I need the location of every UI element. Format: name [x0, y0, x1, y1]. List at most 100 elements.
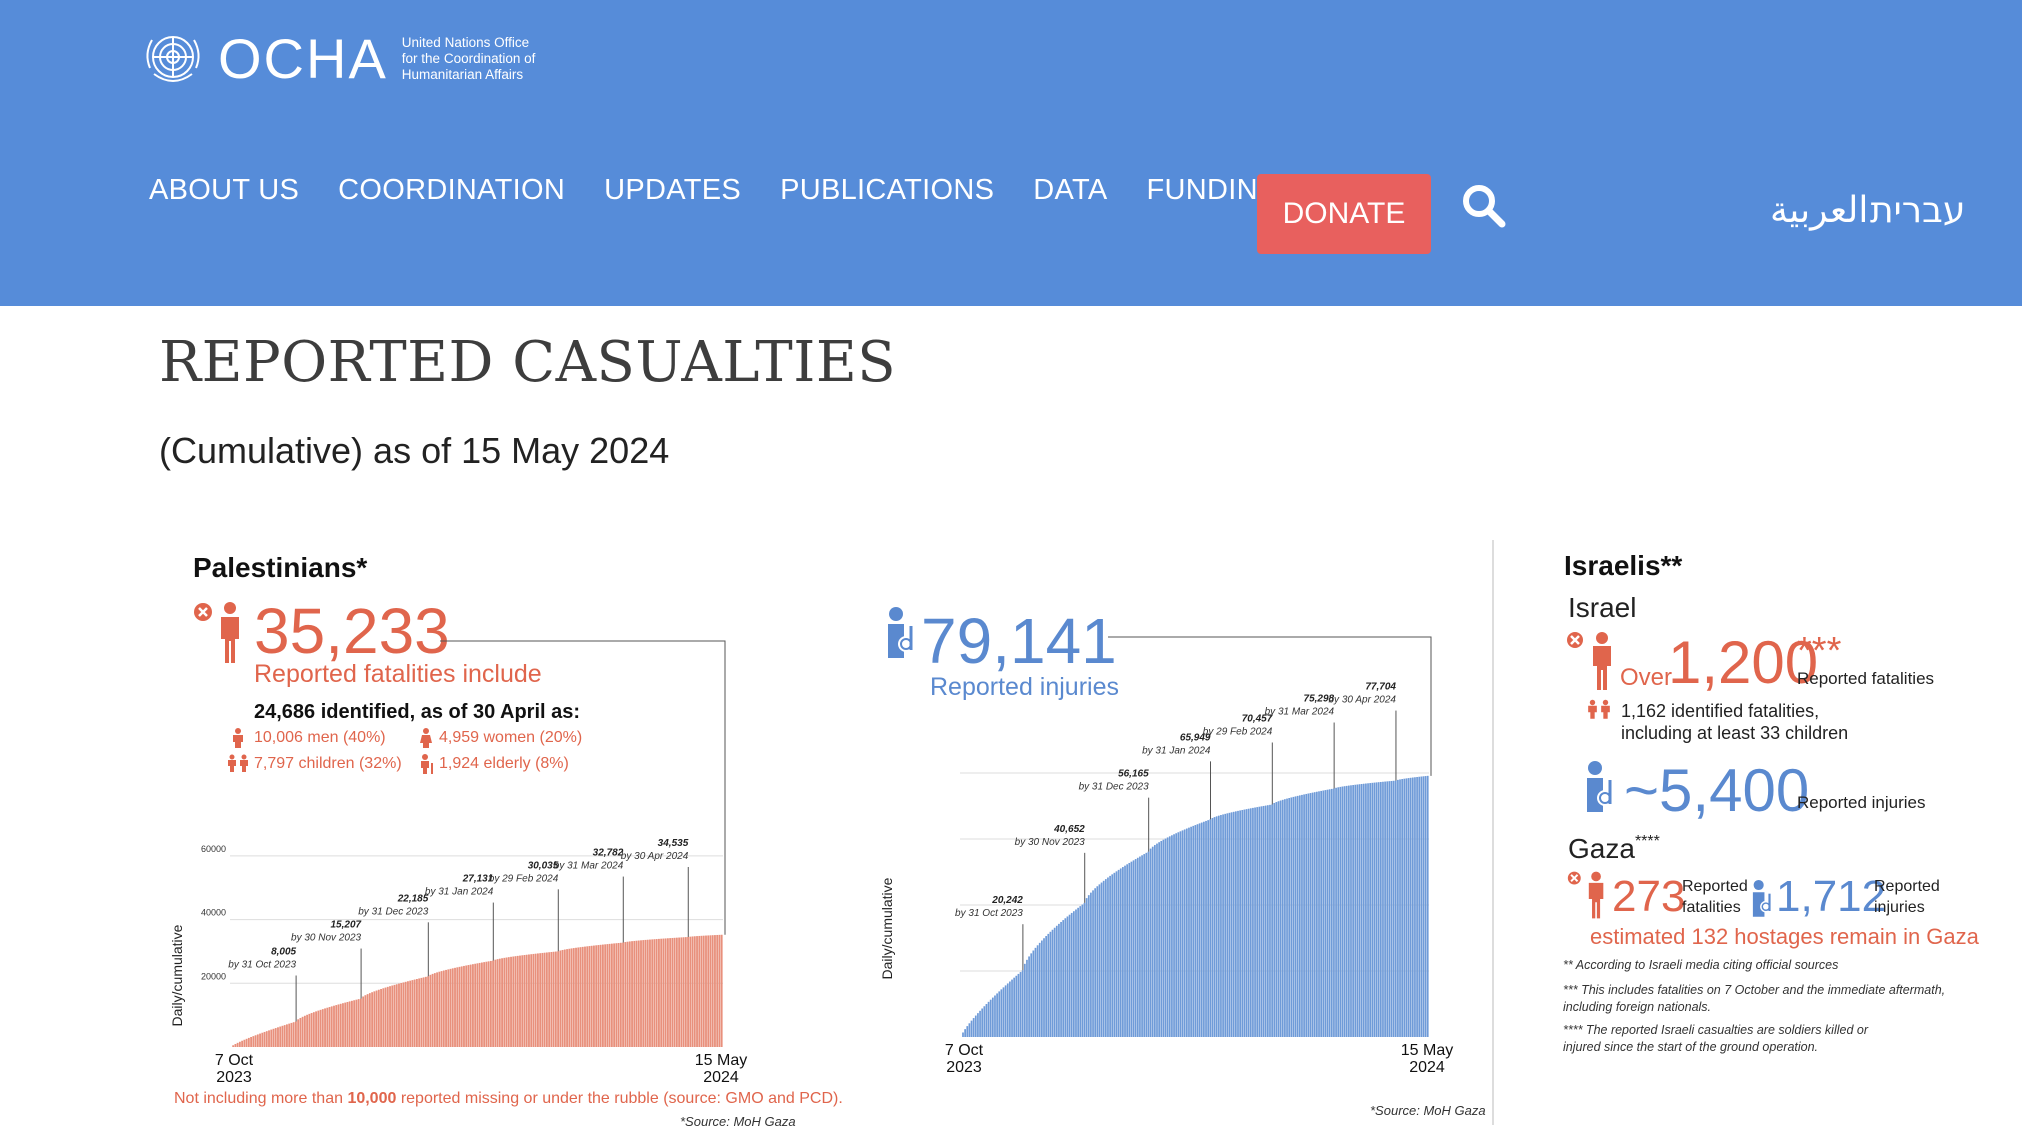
- lang-hebrew-link[interactable]: עברית: [1870, 190, 1966, 231]
- bar: [516, 955, 519, 1047]
- bar: [1145, 852, 1148, 1037]
- ocha-logo[interactable]: OCHA United Nations Office for the Coord…: [138, 26, 535, 91]
- bar: [1360, 783, 1363, 1037]
- bar: [1153, 845, 1156, 1037]
- bar: [693, 936, 696, 1047]
- bar: [1196, 824, 1199, 1037]
- bar: [433, 973, 436, 1047]
- bar: [373, 991, 376, 1047]
- bar: [1220, 815, 1222, 1037]
- bar: [1181, 830, 1184, 1037]
- bar: [720, 934, 723, 1047]
- bar: [624, 942, 627, 1047]
- bar: [487, 961, 490, 1047]
- bar: [1098, 884, 1101, 1037]
- bar: [265, 1031, 268, 1047]
- bar: [1350, 785, 1352, 1037]
- bar: [254, 1035, 257, 1047]
- bar: [256, 1034, 259, 1047]
- x-start-year: 2023: [946, 1059, 982, 1076]
- bar: [243, 1039, 246, 1047]
- bar: [1013, 977, 1016, 1037]
- bar: [1239, 810, 1241, 1037]
- bar: [1241, 809, 1244, 1037]
- bar: [402, 982, 405, 1047]
- bar: [449, 968, 452, 1047]
- nav-data[interactable]: DATA: [1033, 174, 1108, 206]
- bar: [1228, 812, 1231, 1037]
- bar: [1339, 786, 1342, 1037]
- bar: [1424, 776, 1427, 1037]
- nav-about-us[interactable]: ABOUT US: [149, 174, 300, 206]
- logo-wordmark: OCHA: [218, 27, 388, 90]
- bar: [559, 950, 562, 1047]
- bar: [1055, 925, 1058, 1037]
- bar: [451, 968, 454, 1047]
- bar: [503, 957, 506, 1047]
- bar: [386, 986, 389, 1047]
- bar: [1090, 892, 1092, 1037]
- annotation-date: by 31 Dec 2023: [1079, 782, 1149, 793]
- bar: [494, 959, 497, 1047]
- bar: [263, 1031, 266, 1047]
- annotation-date: by 31 Dec 2023: [358, 906, 428, 917]
- bar: [532, 953, 535, 1047]
- bar: [1254, 807, 1256, 1037]
- bar: [1070, 912, 1073, 1037]
- gaza-subheading: Gaza****: [1568, 833, 1660, 865]
- bar: [346, 1001, 349, 1047]
- bar: [718, 934, 721, 1047]
- bar: [548, 952, 551, 1047]
- bar: [333, 1005, 335, 1047]
- bar: [1045, 936, 1048, 1037]
- bar: [315, 1011, 317, 1047]
- bar: [1023, 963, 1026, 1037]
- bar: [1006, 983, 1009, 1037]
- injuries-source: *Source: MoH Gaza: [1370, 1103, 1486, 1118]
- bar: [633, 940, 636, 1047]
- bar: [1252, 807, 1254, 1037]
- bar: [1183, 829, 1186, 1037]
- nav-coordination[interactable]: COORDINATION: [338, 174, 566, 206]
- bar: [512, 956, 515, 1047]
- lang-arabic-link[interactable]: العربية: [1770, 190, 1869, 231]
- bar: [608, 943, 611, 1047]
- bar: [286, 1024, 288, 1047]
- bar: [628, 941, 631, 1047]
- gaza-label: Gaza: [1568, 833, 1635, 864]
- bar: [525, 954, 528, 1047]
- bar: [1087, 895, 1090, 1037]
- bar: [707, 935, 710, 1047]
- bar: [368, 993, 371, 1047]
- bar: [561, 949, 564, 1047]
- bar: [966, 1026, 969, 1037]
- bar: [1068, 914, 1071, 1037]
- bar: [1418, 776, 1421, 1037]
- bar: [1141, 855, 1143, 1037]
- bar: [1139, 856, 1141, 1037]
- nav-updates[interactable]: UPDATES: [604, 174, 742, 206]
- bar: [1288, 798, 1291, 1037]
- bar: [1392, 780, 1395, 1037]
- men-count: 10,006 men (40%): [254, 729, 386, 746]
- bar: [1377, 782, 1380, 1037]
- bar: [1015, 975, 1018, 1037]
- bar: [1333, 788, 1335, 1037]
- injuries-chart: 20,242 by 31 Oct 2023 40,652 by 30 Nov 2023…: [879, 636, 1453, 1076]
- bar: [651, 939, 654, 1047]
- bar: [1230, 812, 1233, 1037]
- bar: [658, 938, 660, 1047]
- bar: [1375, 782, 1378, 1037]
- bar: [962, 1032, 964, 1037]
- bar: [691, 936, 694, 1047]
- donate-button[interactable]: DONATE: [1257, 174, 1431, 254]
- search-icon[interactable]: [1460, 182, 1506, 228]
- bar: [288, 1023, 291, 1047]
- page-subtitle: (Cumulative) as of 15 May 2024: [159, 430, 670, 471]
- bar: [398, 983, 400, 1047]
- bar: [1002, 987, 1005, 1037]
- bar: [366, 994, 369, 1047]
- israel-identified-line2: including at least 33 children: [1621, 723, 1849, 743]
- nav-publications[interactable]: PUBLICATIONS: [780, 174, 995, 206]
- bar: [1343, 786, 1346, 1037]
